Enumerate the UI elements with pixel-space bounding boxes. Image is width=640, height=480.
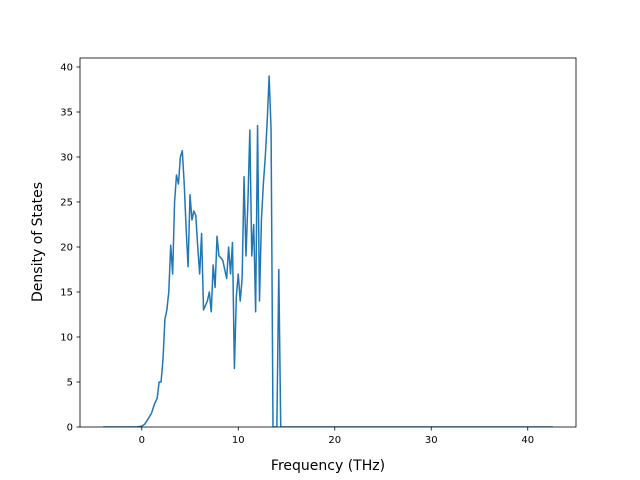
y-tick-label: 40 [60, 63, 73, 74]
y-tick-label: 15 [60, 288, 73, 299]
y-tick-label: 25 [60, 198, 73, 209]
x-tick-label: 30 [425, 435, 438, 446]
x-tick-label: 10 [232, 435, 245, 446]
y-tick-label: 5 [67, 378, 73, 389]
y-tick-label: 35 [60, 108, 73, 119]
y-tick-label: 0 [67, 423, 73, 434]
x-tick-label: 0 [139, 435, 145, 446]
x-tick-label: 40 [521, 435, 534, 446]
ticks: 0 10 20 30 40 0 5 10 15 20 25 30 35 40 [60, 63, 534, 447]
x-tick-label: 20 [328, 435, 341, 446]
y-axis-label: Density of States [30, 182, 46, 302]
dos-series-line-0 [103, 75, 553, 427]
plot-area [79, 57, 577, 428]
x-axis-label: Frequency (THz) [271, 458, 385, 474]
y-tick-label: 10 [60, 333, 73, 344]
y-tick-label: 20 [60, 243, 73, 254]
axes-frame [79, 57, 577, 428]
y-tick-label: 30 [60, 153, 73, 164]
